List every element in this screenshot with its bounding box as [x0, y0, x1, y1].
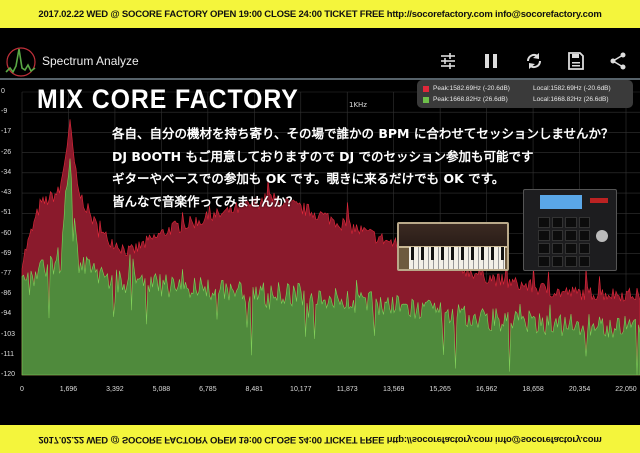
y-tick-label: -103	[1, 330, 16, 338]
sliders-icon[interactable]	[438, 51, 458, 71]
description-line: ギターやベースでの参加も OK です。覗きに来るだけでも OK です。	[112, 171, 505, 186]
y-tick-label: -51	[1, 209, 12, 217]
unit-label: 1KHz	[349, 101, 367, 109]
bottom-event-banner-mirrored: 2017.02.22 WED @ SOCORE FACTORY OPEN 19:…	[0, 425, 640, 453]
x-tick-label: 5,088	[152, 386, 171, 393]
x-tick-label: 0	[20, 386, 24, 393]
poster-description: 各自、自分の機材を持ち寄り、その場で誰かの BPM に合わせてセッションしません…	[112, 123, 613, 213]
peak-legend: Peak:1582.69Hz (-20.6dB) Local:1582.69Hz …	[417, 80, 633, 108]
y-tick-label: -86	[1, 290, 12, 298]
app-title: Spectrum Analyze	[42, 54, 139, 68]
synth-keyboard-image	[397, 222, 509, 271]
app-bar: Spectrum Analyze	[0, 42, 640, 80]
local-value: Local:1668.82Hz (26.6dB)	[533, 96, 609, 103]
y-tick-label: -77	[1, 269, 12, 277]
x-tick-label: 15,265	[429, 386, 451, 393]
peak-value: Peak:1668.82Hz (26.6dB)	[433, 96, 508, 103]
sampler-pad-image	[523, 189, 617, 271]
save-icon[interactable]	[566, 51, 586, 71]
y-tick-label: -69	[1, 249, 12, 257]
x-tick-label: 18,658	[522, 386, 544, 393]
pause-icon[interactable]	[481, 51, 501, 71]
peak-value: Peak:1582.69Hz (-20.6dB)	[433, 85, 510, 92]
y-tick-label: -34	[1, 168, 12, 176]
banner-text: 2017.02.22 WED @ SOCORE FACTORY OPEN 19:…	[38, 8, 602, 20]
x-tick-label: 1,696	[59, 386, 78, 393]
y-tick-label: -111	[1, 350, 14, 358]
description-line: DJ BOOTH もご用意しておりますので DJ でのセッション参加も可能です	[112, 148, 534, 164]
y-tick-label: -94	[1, 310, 12, 318]
share-icon[interactable]	[608, 51, 628, 71]
poster-title: MIX CORE FACTORY	[37, 84, 299, 114]
green-swatch	[423, 96, 429, 103]
description-line: 皆んなで音楽作ってみませんか？	[112, 193, 299, 209]
y-tick-label: -9	[1, 108, 8, 116]
banner-text-mirrored: 2017.02.22 WED @ SOCORE FACTORY OPEN 19:…	[38, 433, 602, 445]
y-tick-label: -17	[1, 128, 12, 136]
x-tick-label: 20,354	[568, 386, 591, 393]
refresh-icon[interactable]	[524, 51, 544, 71]
x-tick-label: 11,873	[336, 386, 358, 393]
x-tick-label: 13,569	[382, 386, 405, 393]
green-spectrum-area	[21, 158, 640, 376]
y-tick-label: 0	[1, 88, 5, 95]
x-tick-label: 3,392	[106, 386, 124, 393]
y-tick-label: -60	[1, 229, 12, 237]
y-tick-label: -26	[1, 148, 12, 156]
description-line: 各自、自分の機材を持ち寄り、その場で誰かの BPM に合わせてセッションしません…	[112, 126, 614, 141]
legend-row-green: Peak:1668.82Hz (26.6dB) Local:1668.82Hz (…	[423, 94, 627, 105]
x-tick-label: 10,177	[290, 386, 312, 393]
x-tick-label: 8,481	[245, 386, 264, 393]
y-tick-label: -120	[1, 371, 16, 378]
legend-row-red: Peak:1582.69Hz (-20.6dB) Local:1582.69Hz …	[423, 83, 627, 94]
x-tick-label: 22,050	[615, 386, 637, 393]
local-value: Local:1582.69Hz (-20.6dB)	[533, 85, 611, 92]
red-swatch	[423, 85, 429, 92]
x-tick-label: 6,785	[199, 386, 217, 393]
top-event-banner: 2017.02.22 WED @ SOCORE FACTORY OPEN 19:…	[0, 0, 640, 28]
x-tick-label: 16,962	[475, 386, 498, 393]
spectrum-logo-icon	[5, 47, 36, 77]
y-tick-label: -43	[1, 189, 12, 197]
